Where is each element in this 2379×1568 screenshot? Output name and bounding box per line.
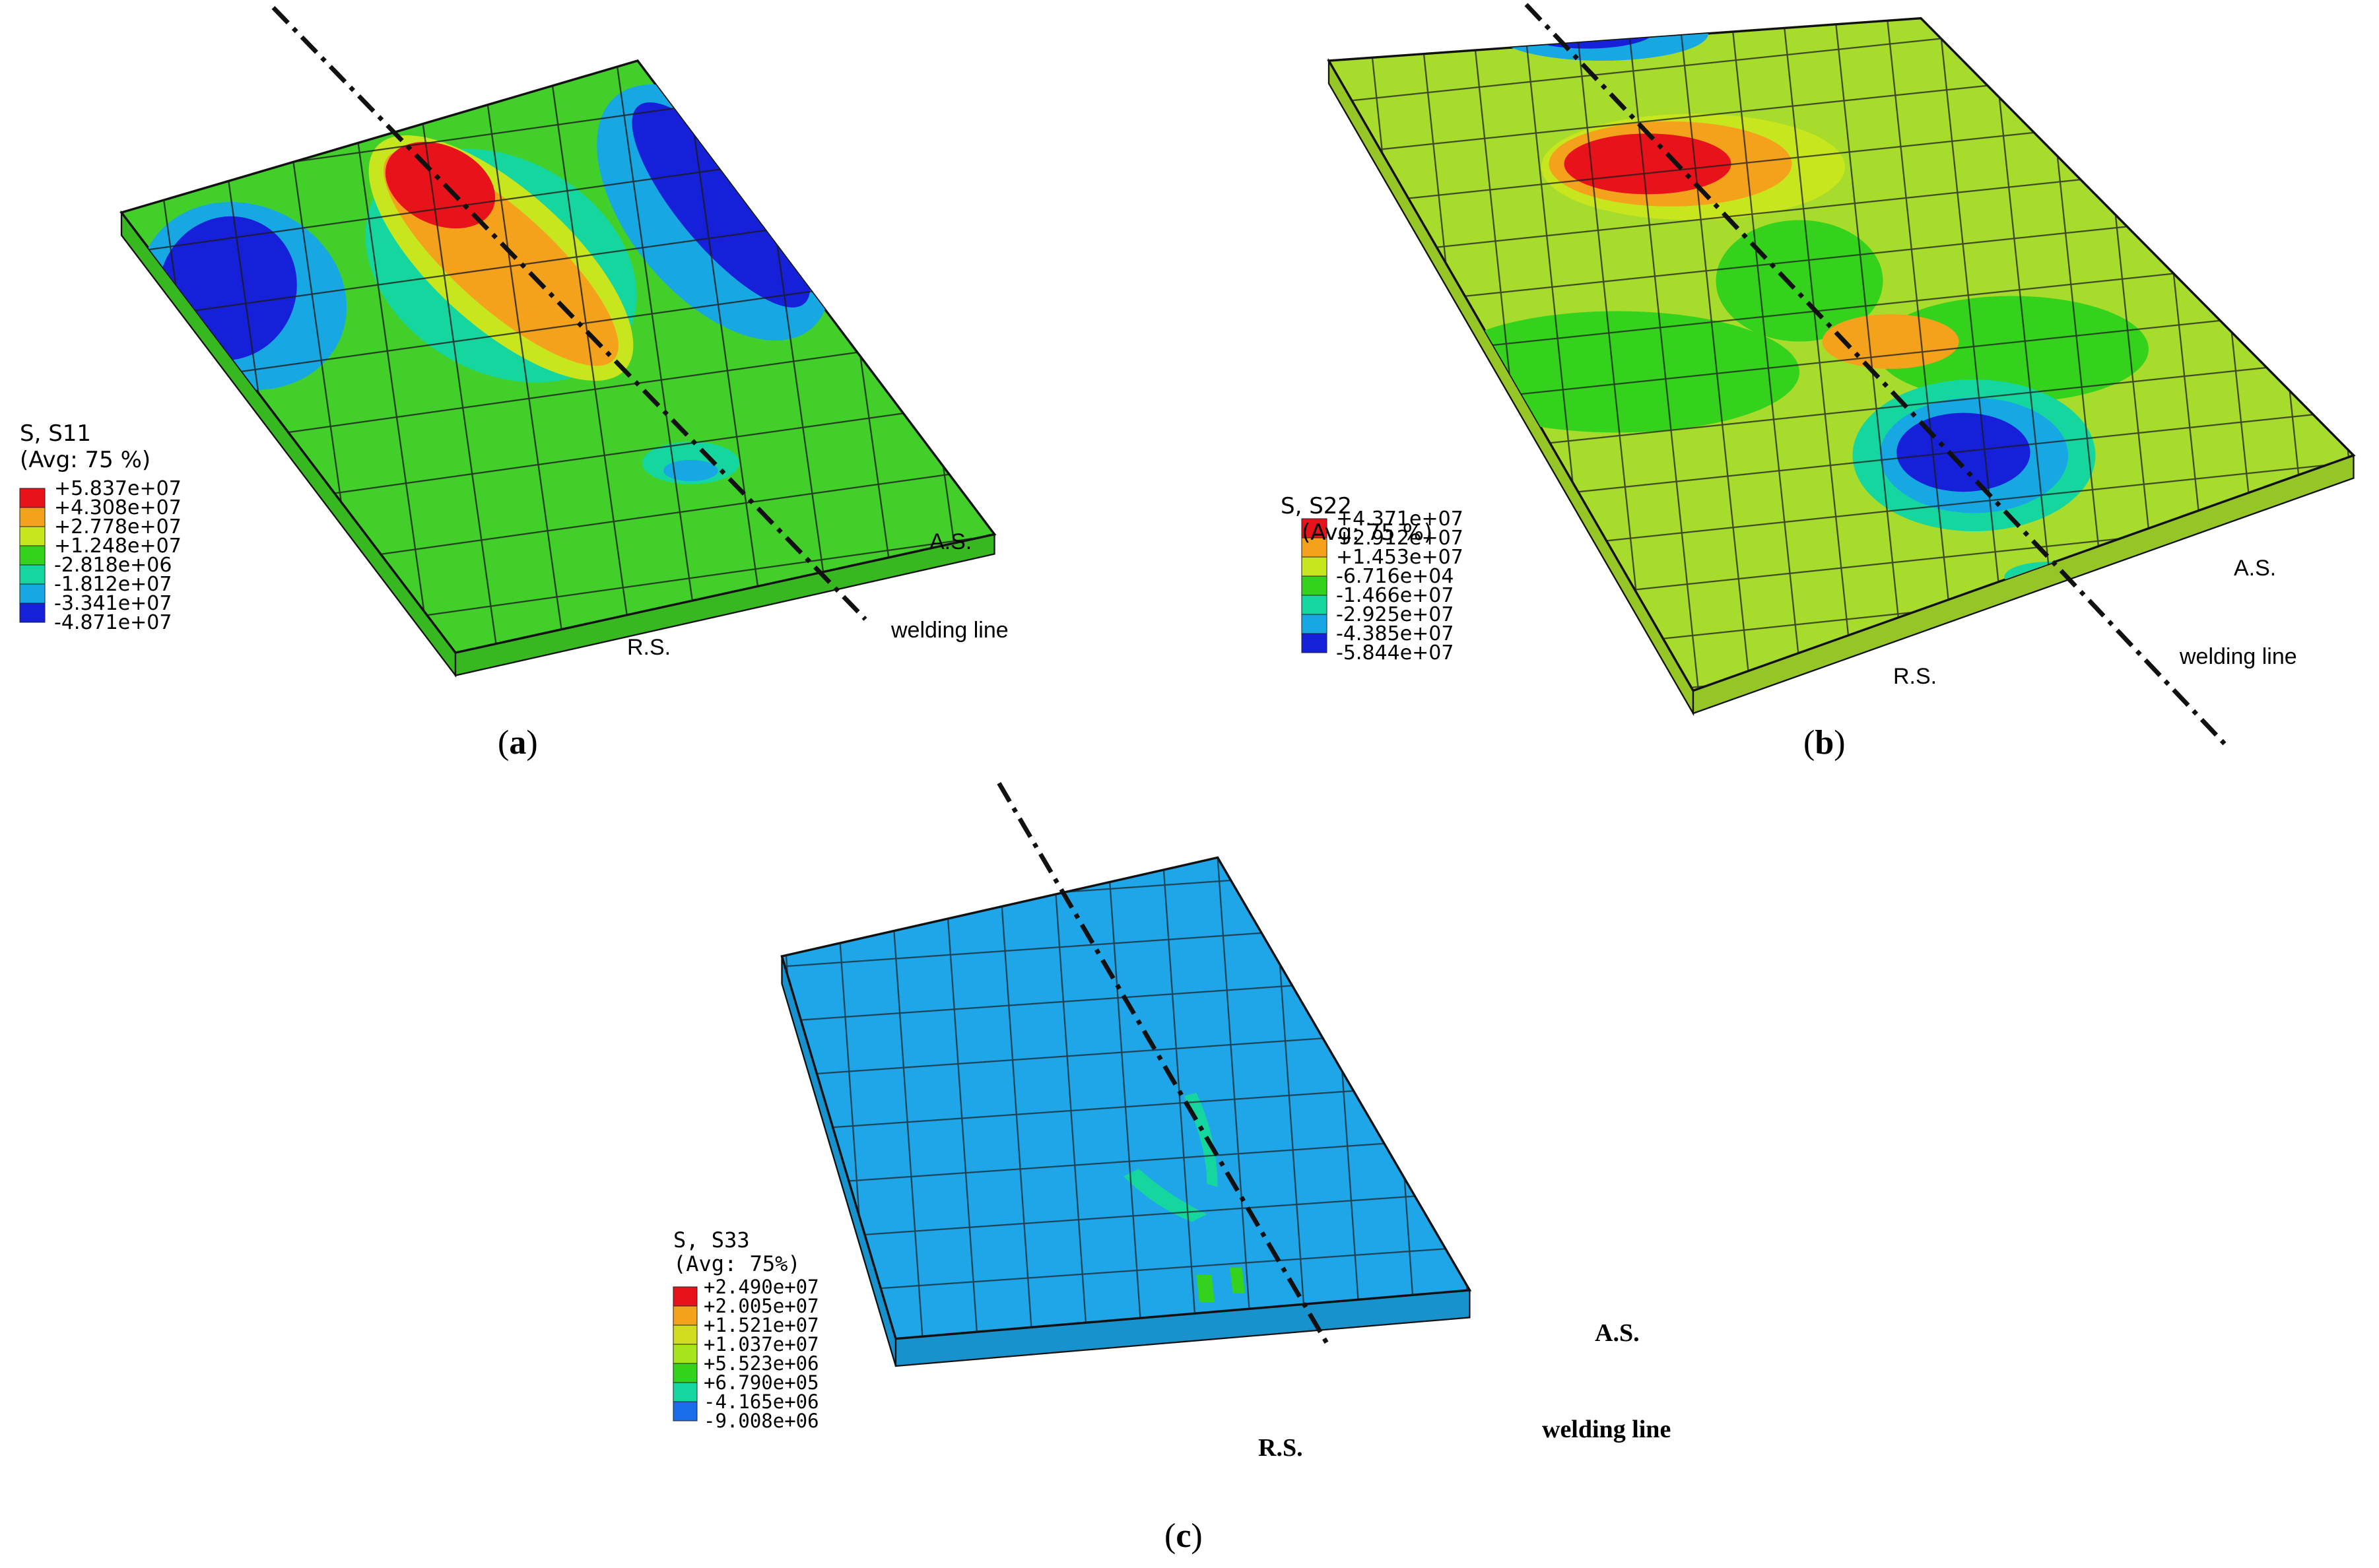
- legend-value: +4.371e+07: [1336, 507, 1463, 531]
- legend-swatch: [673, 1382, 698, 1402]
- legend-value: +5.837e+07: [54, 477, 182, 500]
- legend-b-title-1: S, S22: [1281, 493, 1352, 519]
- legend-value: -1.466e+07: [1336, 584, 1454, 607]
- label-as-b: A.S.: [2234, 556, 2276, 581]
- legend-value: -5.844e+07: [1336, 641, 1454, 665]
- caption-a: (a): [498, 724, 538, 762]
- caption-c: (c): [1164, 1517, 1203, 1555]
- legend-value: +1.248e+07: [54, 535, 182, 558]
- legend-swatch: [673, 1305, 698, 1326]
- label-weld-b: welding line: [2179, 644, 2297, 669]
- legend-swatch: [673, 1401, 698, 1421]
- legend-swatch: [1301, 575, 1327, 596]
- weld-line-b: [1524, 3, 2227, 746]
- label-rs-a: R.S.: [627, 635, 671, 660]
- legend-value: -3.341e+07: [54, 592, 172, 615]
- caption-b: (b): [1803, 724, 1846, 762]
- legend-value: +5.523e+06: [704, 1352, 819, 1375]
- label-rs-c: R.S.: [1258, 1434, 1303, 1462]
- legend-value: +1.521e+07: [704, 1314, 819, 1336]
- legend-value: -4.385e+07: [1336, 622, 1454, 645]
- legend-a: +5.837e+07+4.308e+07+2.778e+07+1.248e+07…: [19, 477, 182, 634]
- legend-c-title-2: (Avg: 75%): [673, 1251, 801, 1276]
- legend-swatch: [673, 1324, 698, 1345]
- label-as-c: A.S.: [1595, 1319, 1640, 1347]
- panel-b: [1327, 3, 2356, 746]
- legend-swatch: [1301, 518, 1327, 539]
- legend-a-title-1: S, S11: [20, 420, 91, 447]
- legend-value: +2.005e+07: [704, 1295, 819, 1317]
- legend-value: -2.925e+07: [1336, 603, 1454, 626]
- legend-swatch: [19, 583, 46, 604]
- legend-swatch: [19, 507, 46, 527]
- legend-value: +6.790e+05: [704, 1371, 819, 1394]
- weld-line-c: [997, 782, 1329, 1345]
- legend-value: -6.716e+04: [1336, 565, 1454, 588]
- legend-value: -9.008e+06: [704, 1410, 819, 1432]
- legend-swatch: [1301, 556, 1327, 577]
- legend-swatch: [1301, 537, 1327, 558]
- legend-value: +2.912e+07: [1336, 527, 1463, 550]
- legend-value: +2.778e+07: [54, 515, 182, 539]
- legend-swatch: [19, 603, 46, 623]
- legend-swatch: [19, 545, 46, 566]
- legend-swatch: [1301, 633, 1327, 653]
- legend-swatch: [673, 1363, 698, 1383]
- legend-value: +2.490e+07: [704, 1276, 819, 1298]
- weld-line-a: [271, 6, 867, 621]
- label-weld-c: welding line: [1542, 1416, 1671, 1443]
- label-as-a: A.S.: [929, 529, 972, 554]
- legend-c-title-1: S, S33: [673, 1227, 750, 1253]
- legend-value: -4.871e+07: [54, 611, 172, 634]
- legend-swatch: [19, 488, 46, 508]
- legend-value: -1.812e+07: [54, 573, 172, 596]
- label-rs-b: R.S.: [1893, 664, 1937, 689]
- legend-swatch: [1301, 595, 1327, 615]
- legend-swatch: [19, 526, 46, 546]
- legend-c: +2.490e+07+2.005e+07+1.521e+07+1.037e+07…: [673, 1276, 819, 1432]
- legend-value: -2.818e+06: [54, 554, 172, 577]
- legend-swatch: [19, 564, 46, 585]
- legend-swatch: [1301, 614, 1327, 634]
- legend-b-title-2: (Avg: 75 %): [1302, 519, 1432, 546]
- legend-a-title-2: (Avg: 75 %): [20, 447, 151, 473]
- legend-swatch: [673, 1344, 698, 1364]
- legend-b: +4.371e+07+2.912e+07+1.453e+07-6.716e+04…: [1301, 507, 1463, 665]
- legend-value: +1.037e+07: [704, 1333, 819, 1356]
- label-weld-a: welding line: [890, 618, 1009, 643]
- stress-contours-b: [1328, 18, 2354, 691]
- legend-value: +1.453e+07: [1336, 546, 1463, 569]
- legend-value: +4.308e+07: [54, 496, 182, 519]
- legend-swatch: [673, 1286, 698, 1307]
- legend-value: -4.165e+06: [704, 1390, 819, 1413]
